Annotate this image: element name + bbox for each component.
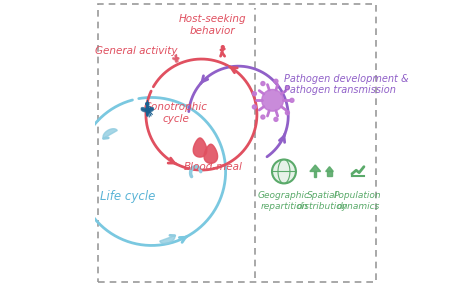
Ellipse shape [141, 108, 146, 110]
Ellipse shape [173, 58, 175, 60]
Circle shape [252, 105, 256, 109]
Text: General activity: General activity [95, 45, 177, 55]
Text: Blood-meal: Blood-meal [183, 162, 242, 172]
Circle shape [274, 117, 278, 121]
Ellipse shape [146, 104, 148, 116]
Circle shape [272, 160, 296, 183]
Circle shape [274, 79, 278, 83]
Circle shape [252, 92, 256, 96]
Polygon shape [103, 129, 117, 138]
Ellipse shape [176, 58, 179, 59]
Ellipse shape [173, 58, 175, 59]
Circle shape [261, 82, 265, 86]
Polygon shape [193, 138, 207, 157]
Polygon shape [160, 236, 175, 244]
Ellipse shape [176, 58, 179, 60]
Ellipse shape [141, 109, 146, 112]
Ellipse shape [148, 108, 154, 110]
Circle shape [221, 46, 224, 49]
Text: Population
dynamics: Population dynamics [334, 191, 382, 211]
Text: Pathogen development &
Pathogen transmission: Pathogen development & Pathogen transmis… [284, 74, 409, 96]
Circle shape [285, 86, 290, 90]
Circle shape [262, 90, 283, 111]
Polygon shape [326, 167, 333, 172]
Text: Gonotrophic
cycle: Gonotrophic cycle [144, 102, 208, 124]
Text: Geographic
repartition: Geographic repartition [258, 191, 310, 211]
Text: Life cycle: Life cycle [100, 190, 155, 203]
Text: Spatial
distribution: Spatial distribution [297, 191, 348, 211]
Circle shape [175, 55, 177, 57]
Circle shape [290, 98, 294, 102]
Circle shape [146, 102, 149, 106]
Polygon shape [314, 172, 316, 177]
Polygon shape [327, 172, 332, 176]
Polygon shape [204, 144, 218, 163]
Polygon shape [310, 165, 320, 172]
Text: Host-seeking
behavior: Host-seeking behavior [179, 14, 246, 36]
Circle shape [261, 115, 265, 119]
Circle shape [285, 111, 290, 115]
Ellipse shape [175, 56, 176, 62]
Ellipse shape [148, 109, 154, 112]
